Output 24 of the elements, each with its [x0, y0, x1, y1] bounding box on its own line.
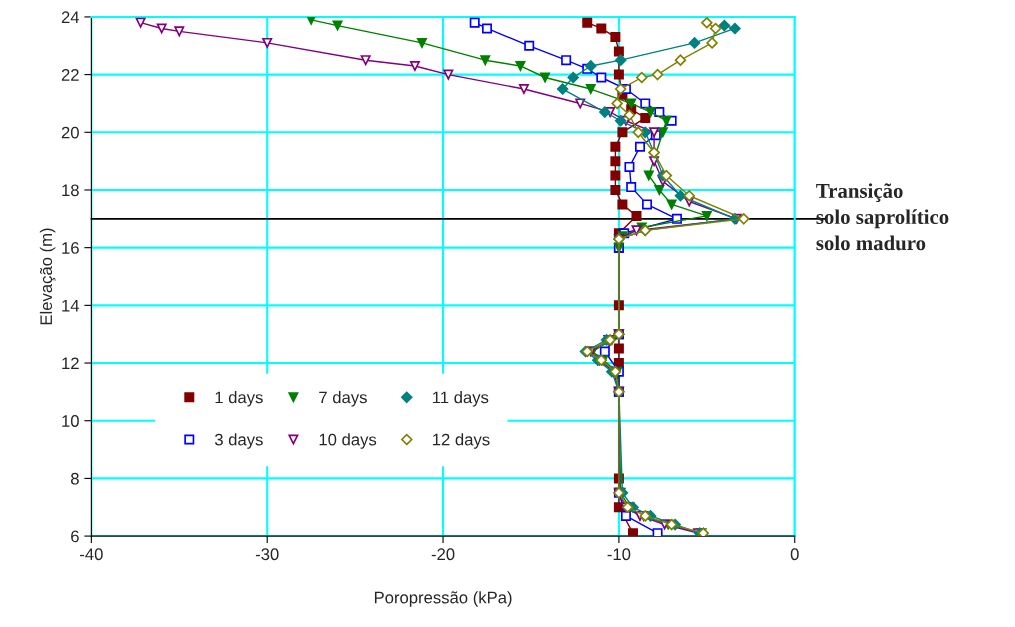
x-tick-label: 0 — [790, 548, 799, 561]
ref-line-label: Transição solo saprolítico solo maduro — [816, 183, 949, 251]
legend-label: 11 days — [433, 391, 489, 407]
legend-label: 12 days — [433, 433, 490, 449]
y-tick-label: 10 — [62, 415, 79, 427]
y-tick-label: 8 — [71, 472, 79, 485]
y-axis-title: Elevação (m) — [39, 228, 56, 325]
x-axis-title: Poropressão (kPa) — [374, 591, 512, 607]
y-tick-label: 14 — [62, 299, 80, 312]
x-tick-label: -20 — [431, 548, 455, 561]
x-tick-label: -10 — [607, 548, 631, 561]
legend-label: 7 days — [319, 391, 367, 407]
legend-label: 3 days — [214, 433, 263, 449]
y-tick-label: 20 — [61, 126, 79, 139]
y-tick-label: 22 — [61, 69, 79, 81]
x-tick-label: -40 — [80, 548, 103, 561]
y-tick-label: 6 — [71, 530, 79, 543]
y-tick-label: 24 — [61, 11, 80, 23]
y-tick-label: 12 — [62, 357, 79, 370]
y-tick-label: 16 — [62, 242, 79, 254]
y-tick-label: 18 — [62, 184, 79, 197]
legend-label: 10 days — [319, 433, 377, 449]
x-tick-label: -30 — [255, 548, 279, 561]
legend-label: 1 days — [215, 391, 263, 407]
